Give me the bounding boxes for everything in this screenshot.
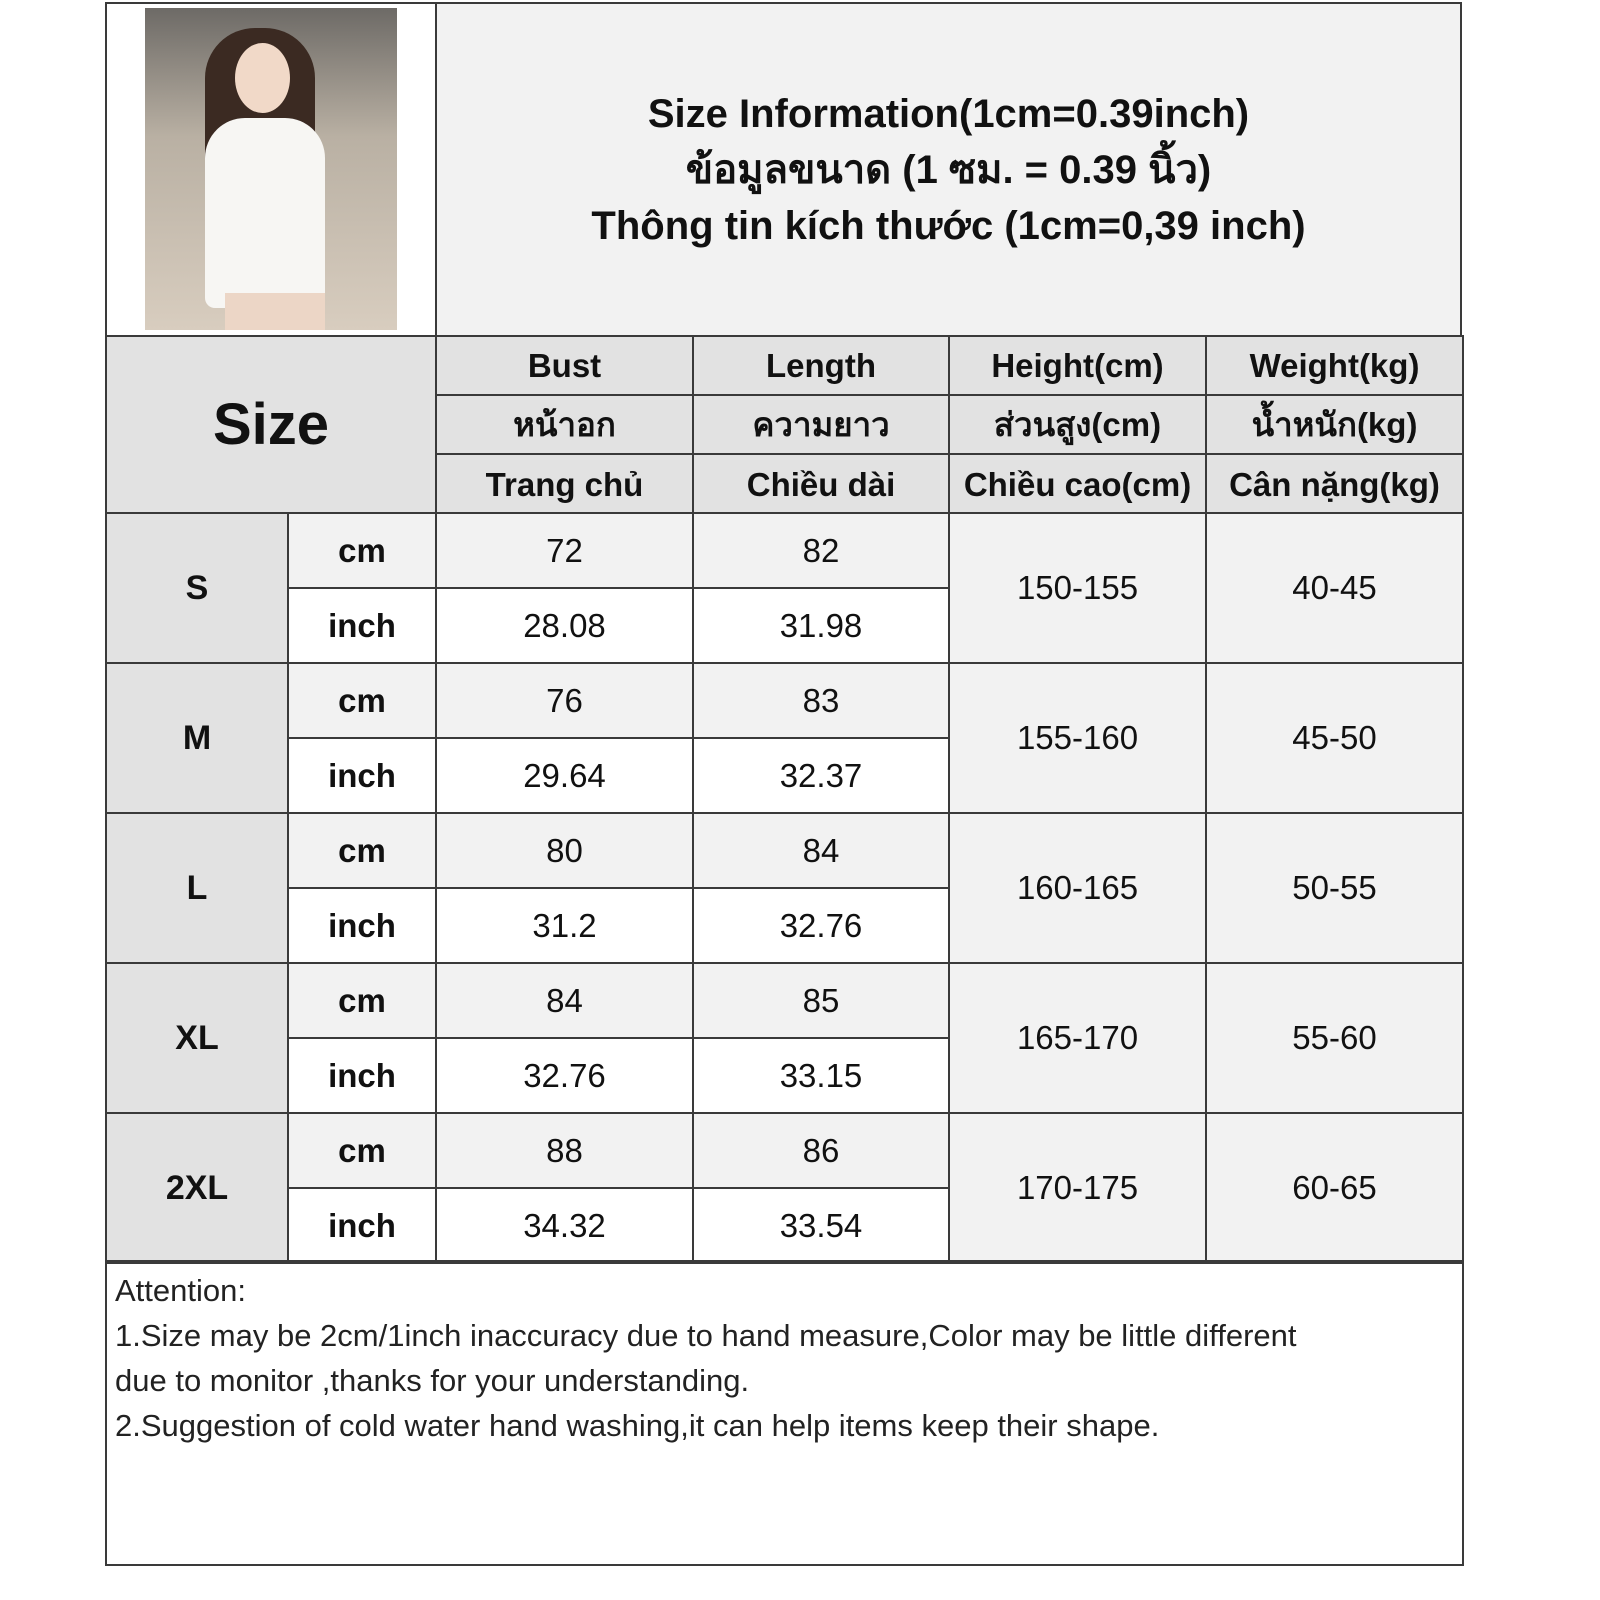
bust-inch: 29.64	[435, 737, 694, 814]
size-label: 2XL	[105, 1112, 289, 1264]
unit-inch: inch	[287, 737, 437, 814]
column-header-th: น้ำหนัก(kg)	[1205, 394, 1464, 455]
unit-cm: cm	[287, 962, 437, 1039]
bust-cm: 72	[435, 512, 694, 589]
size-label: S	[105, 512, 289, 664]
column-header-th: หน้าอก	[435, 394, 694, 455]
unit-cm: cm	[287, 512, 437, 589]
size-label: M	[105, 662, 289, 814]
height-range: 160-165	[948, 812, 1207, 964]
column-header-th: ส่วนสูง(cm)	[948, 394, 1207, 455]
bust-inch: 32.76	[435, 1037, 694, 1114]
bust-cm: 88	[435, 1112, 694, 1189]
notes-line-2: due to monitor ,thanks for your understa…	[115, 1363, 750, 1398]
bust-cm: 80	[435, 812, 694, 889]
product-photo	[145, 8, 397, 330]
bust-cm: 84	[435, 962, 694, 1039]
length-inch: 32.37	[692, 737, 950, 814]
bust-inch: 28.08	[435, 587, 694, 664]
length-cm: 86	[692, 1112, 950, 1189]
length-cm: 82	[692, 512, 950, 589]
length-cm: 85	[692, 962, 950, 1039]
unit-cm: cm	[287, 812, 437, 889]
column-header-vi: Cân nặng(kg)	[1205, 453, 1464, 516]
weight-range: 45-50	[1205, 662, 1464, 814]
size-info-title: Size Information(1cm=0.39inch) ข้อมูลขนา…	[435, 2, 1462, 337]
size-label: L	[105, 812, 289, 964]
notes-line-3: 2.Suggestion of cold water hand washing,…	[115, 1408, 1160, 1443]
bust-inch: 31.2	[435, 887, 694, 964]
column-header-en: Length	[692, 335, 950, 396]
size-header: Size	[105, 335, 437, 514]
height-range: 155-160	[948, 662, 1207, 814]
title-th: ข้อมูลขนาด (1 ซม. = 0.39 นิ้ว)	[685, 147, 1212, 192]
unit-cm: cm	[287, 662, 437, 739]
notes-line-1: 1.Size may be 2cm/1inch inaccuracy due t…	[115, 1318, 1297, 1353]
unit-inch: inch	[287, 1187, 437, 1264]
column-header-vi: Trang chủ	[435, 453, 694, 516]
weight-range: 60-65	[1205, 1112, 1464, 1264]
column-header-en: Bust	[435, 335, 694, 396]
unit-inch: inch	[287, 887, 437, 964]
column-header-th: ความยาว	[692, 394, 950, 455]
length-inch: 33.15	[692, 1037, 950, 1114]
title-vi: Thông tin kích thước (1cm=0,39 inch)	[591, 203, 1306, 248]
unit-cm: cm	[287, 1112, 437, 1189]
length-inch: 32.76	[692, 887, 950, 964]
title-en: Size Information(1cm=0.39inch)	[647, 91, 1250, 136]
column-header-vi: Chiều dài	[692, 453, 950, 516]
height-range: 170-175	[948, 1112, 1207, 1264]
bust-cm: 76	[435, 662, 694, 739]
length-inch: 33.54	[692, 1187, 950, 1264]
length-cm: 84	[692, 812, 950, 889]
column-header-en: Weight(kg)	[1205, 335, 1464, 396]
column-header-vi: Chiều cao(cm)	[948, 453, 1207, 516]
length-inch: 31.98	[692, 587, 950, 664]
attention-notes: Attention: 1.Size may be 2cm/1inch inacc…	[105, 1260, 1464, 1566]
notes-heading: Attention:	[115, 1273, 246, 1308]
unit-inch: inch	[287, 587, 437, 664]
column-header-en: Height(cm)	[948, 335, 1207, 396]
unit-inch: inch	[287, 1037, 437, 1114]
weight-range: 40-45	[1205, 512, 1464, 664]
length-cm: 83	[692, 662, 950, 739]
height-range: 165-170	[948, 962, 1207, 1114]
bust-inch: 34.32	[435, 1187, 694, 1264]
height-range: 150-155	[948, 512, 1207, 664]
size-label: XL	[105, 962, 289, 1114]
weight-range: 50-55	[1205, 812, 1464, 964]
weight-range: 55-60	[1205, 962, 1464, 1114]
